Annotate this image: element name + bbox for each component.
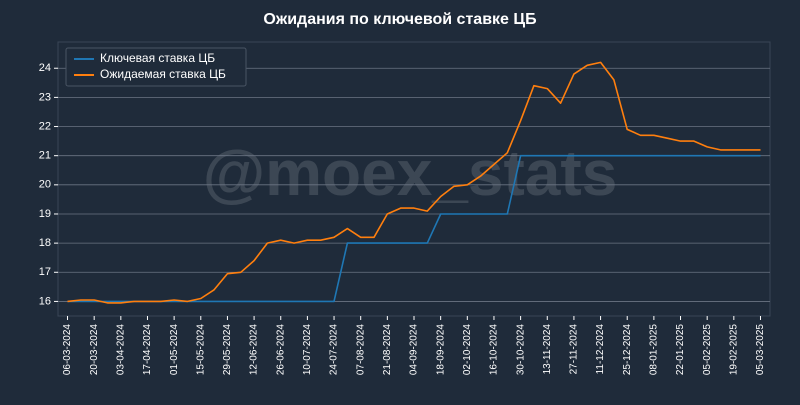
legend-box xyxy=(65,47,247,87)
y-tick-label: 21 xyxy=(39,150,51,162)
x-tick-label: 05-03-2025 xyxy=(755,324,766,376)
y-tick-label: 18 xyxy=(39,237,51,249)
x-tick-label: 16-10-2024 xyxy=(489,324,500,376)
x-tick-label: 05-02-2025 xyxy=(702,324,713,376)
y-tick-label: 16 xyxy=(39,295,51,307)
chart-title: Ожидания по ключевой ставке ЦБ xyxy=(263,11,536,28)
x-tick-label: 03-04-2024 xyxy=(115,324,126,376)
y-tick-label: 19 xyxy=(39,208,51,220)
watermark: @moex_stats xyxy=(203,137,618,209)
x-tick-label: 17-04-2024 xyxy=(142,324,153,376)
x-tick-label: 22-01-2025 xyxy=(675,324,686,376)
x-tick-label: 21-08-2024 xyxy=(382,324,393,376)
series-line xyxy=(67,61,761,304)
x-tick-label: 12-06-2024 xyxy=(249,324,260,376)
x-tick-label: 11-12-2024 xyxy=(595,324,606,375)
x-tick-label: 30-10-2024 xyxy=(515,324,526,376)
x-tick-label: 18-09-2024 xyxy=(435,324,446,376)
x-tick-label: 24-07-2024 xyxy=(329,324,340,376)
y-tick-label: 24 xyxy=(39,62,51,74)
y-tick-label: 22 xyxy=(39,120,51,132)
x-tick-label: 10-07-2024 xyxy=(302,324,313,376)
legend-label: Ключевая ставка ЦБ xyxy=(100,51,215,65)
x-tick-label: 26-06-2024 xyxy=(275,324,286,376)
x-tick-label: 20-03-2024 xyxy=(89,324,100,376)
y-tick-label: 23 xyxy=(39,91,51,103)
x-tick-label: 15-05-2024 xyxy=(195,324,206,376)
x-tick-label: 04-09-2024 xyxy=(409,324,420,376)
x-tick-label: 13-11-2024 xyxy=(542,324,553,375)
x-tick-label: 01-05-2024 xyxy=(169,324,180,376)
y-tick-label: 17 xyxy=(39,266,51,278)
x-tick-label: 27-11-2024 xyxy=(569,324,580,375)
x-tick-label: 07-08-2024 xyxy=(355,324,366,376)
x-tick-label: 29-05-2024 xyxy=(222,324,233,376)
y-tick-label: 20 xyxy=(39,179,51,191)
legend-label: Ожидаемая ставка ЦБ xyxy=(100,67,226,81)
x-tick-label: 02-10-2024 xyxy=(462,324,473,376)
x-tick-label: 19-02-2025 xyxy=(728,324,739,376)
x-tick-label: 06-03-2024 xyxy=(62,324,73,376)
x-tick-label: 08-01-2025 xyxy=(649,324,660,376)
x-tick-label: 25-12-2024 xyxy=(622,324,633,376)
